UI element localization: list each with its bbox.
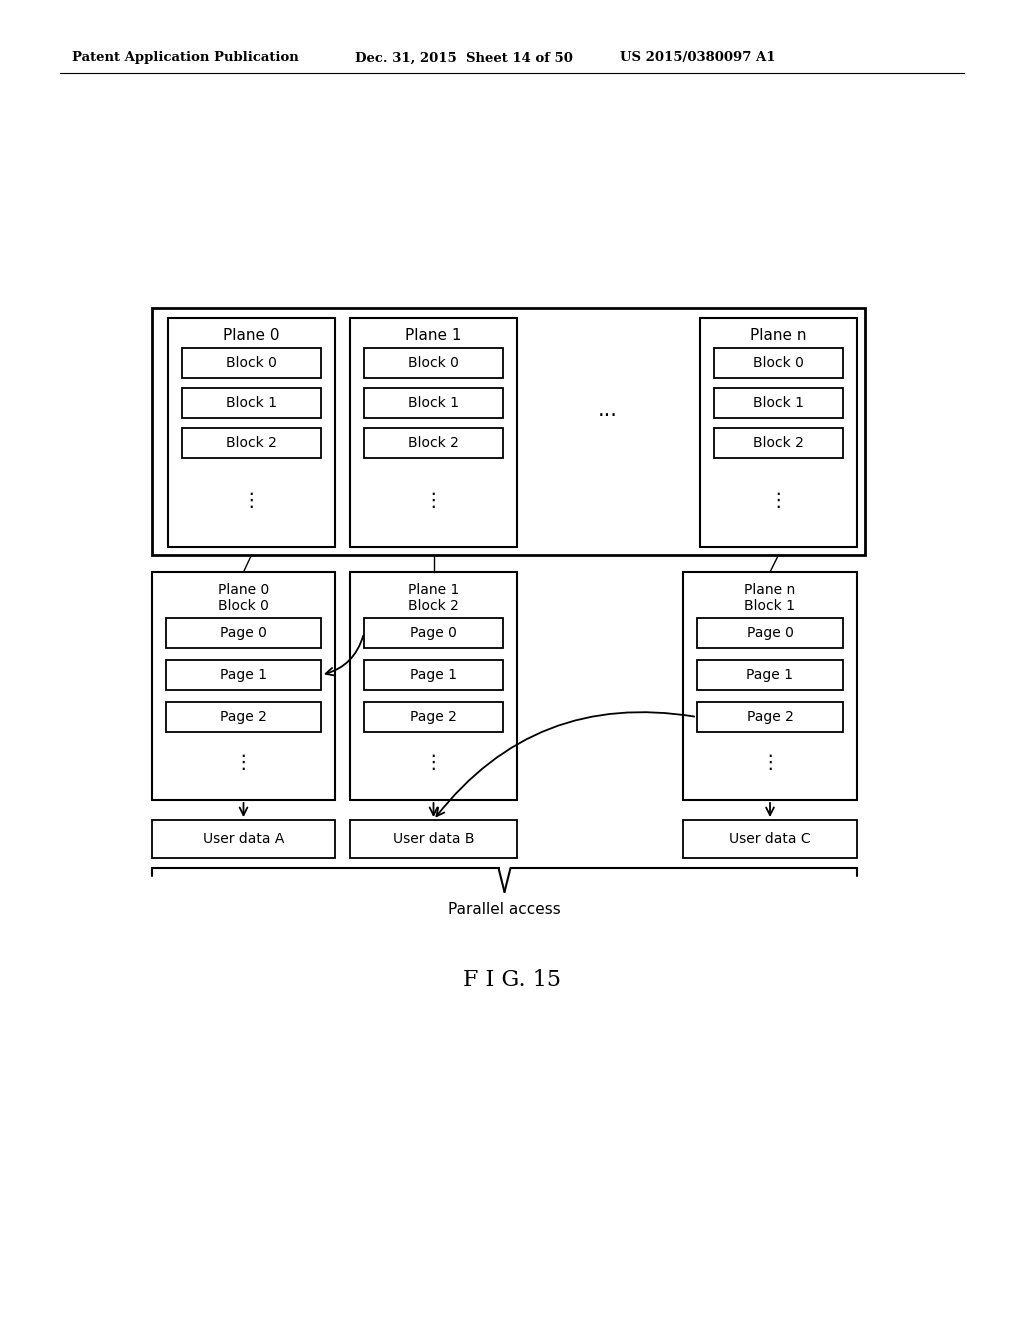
- Bar: [364, 660, 503, 690]
- Text: Block 2: Block 2: [226, 436, 276, 450]
- Text: Page 2: Page 2: [410, 710, 457, 723]
- Text: US 2015/0380097 A1: US 2015/0380097 A1: [620, 51, 775, 65]
- Bar: [700, 318, 857, 546]
- Text: Plane 0: Plane 0: [223, 329, 280, 343]
- Bar: [364, 702, 503, 733]
- Text: Block 1: Block 1: [744, 599, 796, 612]
- Text: ...: ...: [598, 400, 617, 420]
- Bar: [714, 428, 843, 458]
- Text: ⋮: ⋮: [424, 491, 443, 510]
- Text: Block 2: Block 2: [753, 436, 804, 450]
- Text: Plane 1: Plane 1: [406, 329, 462, 343]
- Bar: [166, 618, 321, 648]
- Bar: [364, 618, 503, 648]
- Text: User data C: User data C: [729, 832, 811, 846]
- Text: Plane 1: Plane 1: [408, 583, 459, 597]
- Bar: [697, 702, 843, 733]
- Text: Block 1: Block 1: [753, 396, 804, 411]
- Text: Patent Application Publication: Patent Application Publication: [72, 51, 299, 65]
- Text: ⋮: ⋮: [242, 491, 261, 510]
- Bar: [350, 572, 517, 800]
- Bar: [182, 428, 321, 458]
- Text: Block 2: Block 2: [408, 599, 459, 612]
- Bar: [364, 348, 503, 378]
- Bar: [364, 388, 503, 418]
- Bar: [364, 428, 503, 458]
- Bar: [152, 308, 865, 554]
- Text: Page 1: Page 1: [746, 668, 794, 682]
- Bar: [350, 820, 517, 858]
- Text: Dec. 31, 2015  Sheet 14 of 50: Dec. 31, 2015 Sheet 14 of 50: [355, 51, 572, 65]
- Text: Block 0: Block 0: [408, 356, 459, 370]
- Text: Block 2: Block 2: [408, 436, 459, 450]
- Text: Page 0: Page 0: [410, 626, 457, 640]
- Text: ⋮: ⋮: [233, 752, 253, 771]
- Bar: [152, 572, 335, 800]
- Text: Page 1: Page 1: [220, 668, 267, 682]
- Bar: [683, 820, 857, 858]
- Text: F I G. 15: F I G. 15: [463, 969, 561, 991]
- Text: ⋮: ⋮: [760, 752, 779, 771]
- Text: Plane n: Plane n: [744, 583, 796, 597]
- Bar: [350, 318, 517, 546]
- Text: Page 2: Page 2: [220, 710, 267, 723]
- Bar: [182, 348, 321, 378]
- Text: Page 1: Page 1: [410, 668, 457, 682]
- Text: ⋮: ⋮: [769, 491, 788, 510]
- Text: Plane n: Plane n: [751, 329, 807, 343]
- Text: User data A: User data A: [203, 832, 285, 846]
- Bar: [714, 388, 843, 418]
- Bar: [714, 348, 843, 378]
- Text: User data B: User data B: [393, 832, 474, 846]
- Text: Block 0: Block 0: [218, 599, 269, 612]
- Text: Block 1: Block 1: [408, 396, 459, 411]
- Bar: [697, 660, 843, 690]
- Text: Block 0: Block 0: [753, 356, 804, 370]
- Bar: [697, 618, 843, 648]
- Bar: [182, 388, 321, 418]
- Text: Block 0: Block 0: [226, 356, 276, 370]
- Text: Page 2: Page 2: [746, 710, 794, 723]
- Bar: [683, 572, 857, 800]
- Text: Parallel access: Parallel access: [449, 903, 561, 917]
- Bar: [168, 318, 335, 546]
- Bar: [166, 660, 321, 690]
- Text: Plane 0: Plane 0: [218, 583, 269, 597]
- Text: Page 0: Page 0: [746, 626, 794, 640]
- Text: Block 1: Block 1: [226, 396, 278, 411]
- Bar: [152, 820, 335, 858]
- Text: ⋮: ⋮: [424, 752, 443, 771]
- Bar: [166, 702, 321, 733]
- Text: Page 0: Page 0: [220, 626, 267, 640]
